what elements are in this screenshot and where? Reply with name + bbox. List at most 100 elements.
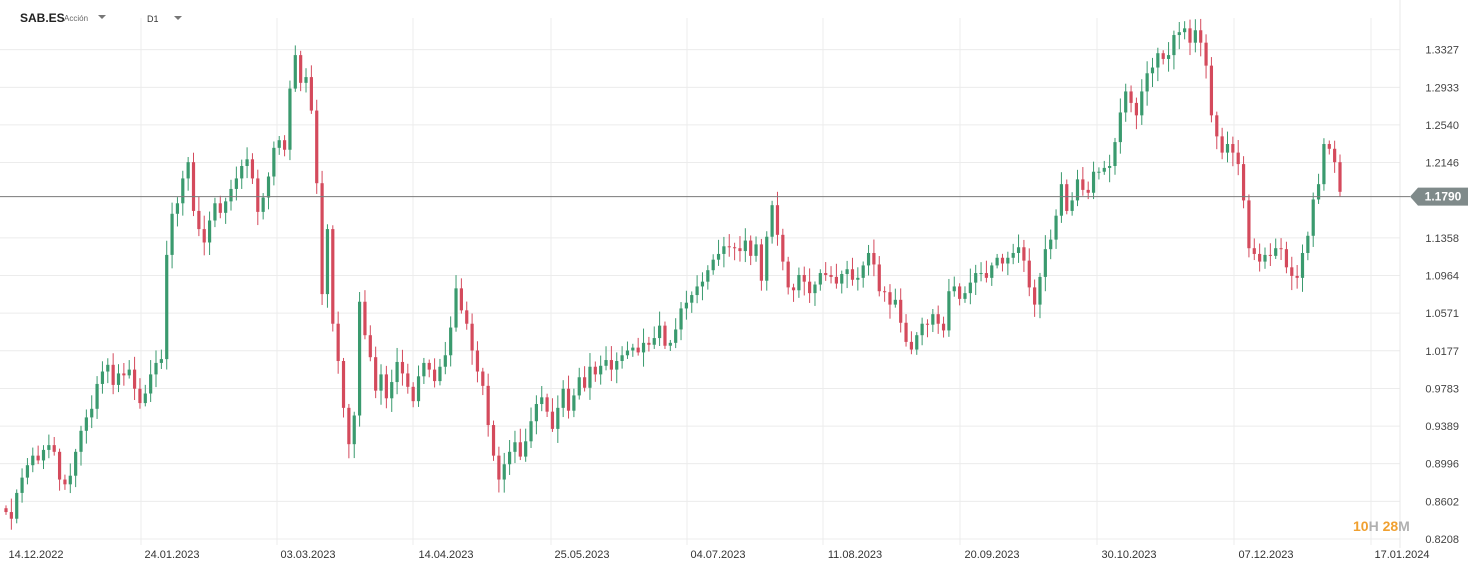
candle-body [165,254,169,360]
candle-body [550,411,555,429]
candle-body [202,229,206,243]
candle-body [449,327,453,356]
candle-body [995,257,999,266]
candle-body [368,335,372,358]
candle-body [159,359,163,363]
candle-body [1113,142,1117,166]
candle-body [454,288,458,328]
candle-body [770,205,774,237]
candle-body [47,445,51,450]
candle-body [1263,254,1267,262]
candle-body [941,323,946,331]
candle-body [1247,200,1251,249]
candle-body [1156,53,1160,68]
candle-body [74,451,78,476]
candle-body [277,140,281,148]
candle-body [502,464,506,480]
candle-body [1236,152,1240,165]
candle-body [374,357,378,391]
candle-body [347,407,351,445]
candle-body [583,377,587,388]
candle-body [149,374,153,394]
candle-body [695,286,699,296]
candle-body [529,421,533,442]
x-tick-label: 03.03.2023 [280,549,335,561]
candle-body [309,77,313,111]
candle-countdown: 10H 28M [1353,518,1410,534]
y-tick-label: 0.8208 [1425,534,1459,546]
candle-body [840,274,844,284]
candle-body [299,55,303,83]
candle-body [791,287,796,291]
candles [4,18,1342,530]
candle-body [1327,144,1331,149]
candle-body [132,369,137,389]
candle-body [759,244,763,281]
candle-body [711,259,715,271]
candle-body [572,395,576,411]
candle-body [218,203,222,213]
candle-body [400,361,405,374]
candle-body [604,360,608,366]
candle-body [883,291,887,293]
candle-body [1215,115,1219,137]
candle-body [631,347,635,351]
candle-body [331,229,335,324]
candle-body [438,366,442,382]
candle-body [636,347,640,353]
time-axis[interactable]: 14.12.2022 24.01.2023 03.03.2023 14.04.2023… [8,549,1429,561]
candle-body [250,159,255,179]
current-price-tag-label: 1.1790 [1425,190,1462,204]
candle-body [1081,179,1085,190]
candle-body [952,286,956,292]
candle-body [186,162,190,179]
current-price-tag-shape [1410,187,1468,206]
candle-body [224,201,228,213]
candle-body [513,442,517,452]
candle-body [15,492,19,519]
candle-body [79,430,83,452]
symbol-label[interactable]: SAB.ES [20,11,65,25]
candle-body [363,301,367,336]
candle-body [422,362,426,377]
candle-body [1231,144,1235,153]
candle-body [100,371,105,384]
candle-body [261,197,265,212]
candle-body [1129,91,1133,103]
chevron-down-icon[interactable] [98,15,106,19]
candle-body [904,322,908,342]
candle-body [834,276,839,284]
candle-body [25,465,30,478]
candle-body [288,88,292,150]
candle-body [818,273,822,285]
candle-body [1102,167,1106,172]
candle-body [845,269,849,275]
candle-body [111,364,115,385]
candle-body [802,274,806,282]
timeframe-selector[interactable]: D1 [147,14,159,24]
candle-body [68,475,72,485]
candle-body [813,284,817,294]
candle-body [1124,91,1128,113]
candle-body [1252,248,1256,254]
candle-body [1043,249,1047,277]
price-axis[interactable]: 1.3327 1.2933 1.2540 1.2146 1.1358 1.0964 1.05… [1425,45,1459,546]
candle-body [1295,275,1299,278]
candle-body [866,252,871,266]
candle-body [1166,55,1171,59]
candle-body [272,147,276,177]
candle-body [647,342,651,345]
candle-body [170,213,174,255]
y-tick-label: 1.2933 [1425,82,1459,94]
countdown-minutes-unit: M [1398,518,1410,534]
candle-body [1086,189,1090,193]
candle-body [41,449,46,461]
candle-body [57,451,62,480]
candle-body [315,110,319,184]
candle-body [1311,199,1315,236]
candle-body [1316,184,1321,200]
chevron-down-icon[interactable] [174,16,182,20]
candle-body [191,162,196,211]
candle-body [411,386,415,402]
